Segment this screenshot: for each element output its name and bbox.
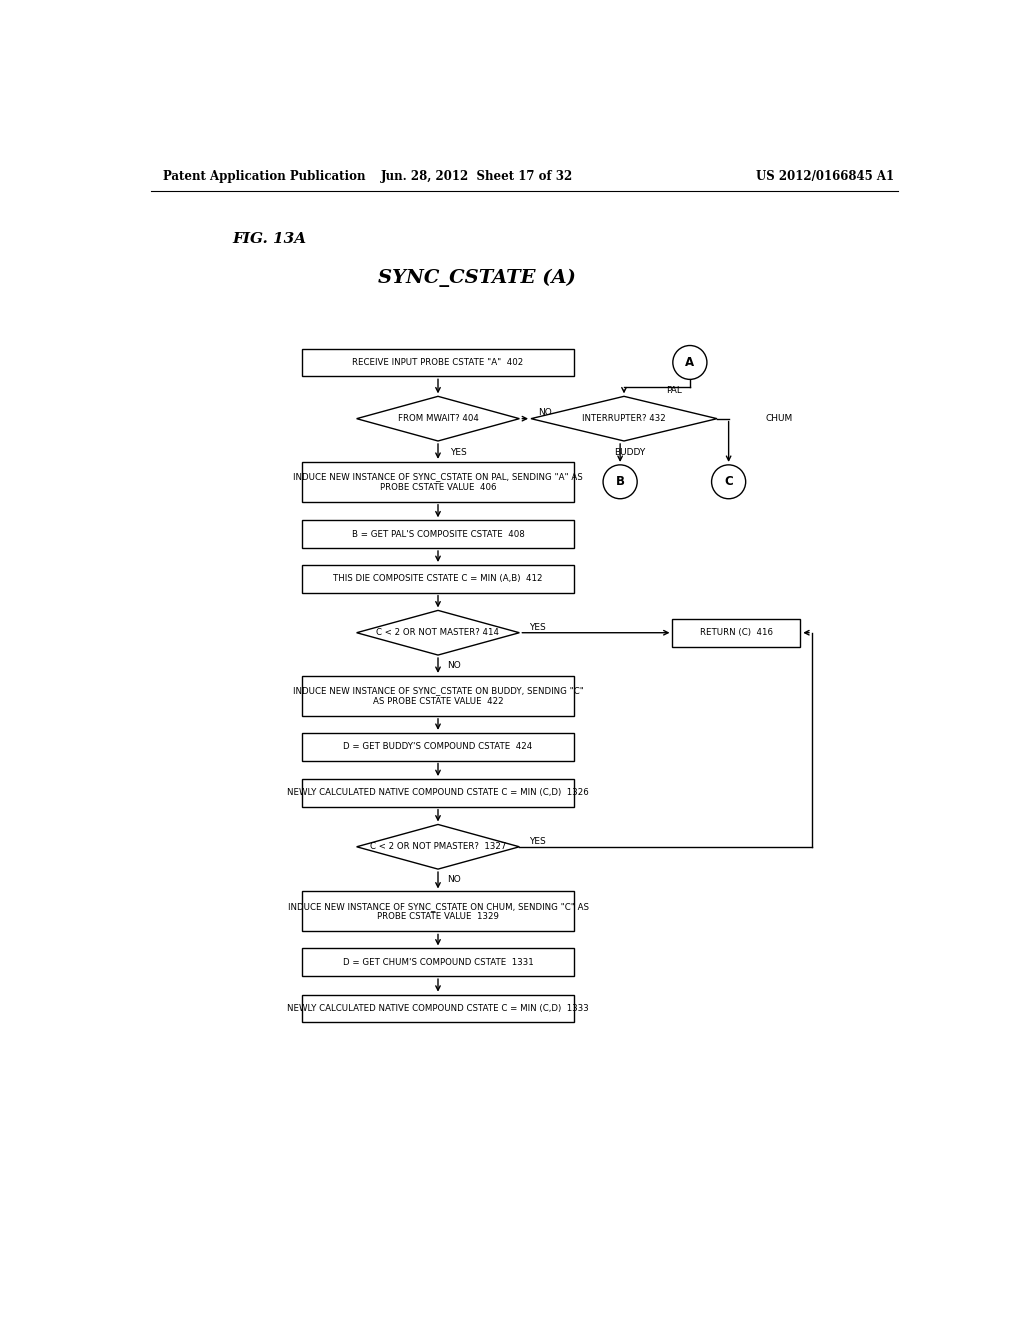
Text: C: C (724, 475, 733, 488)
Text: YES: YES (528, 623, 546, 632)
Text: NO: NO (447, 661, 461, 671)
Circle shape (603, 465, 637, 499)
Text: INDUCE NEW INSTANCE OF SYNC_CSTATE ON BUDDY, SENDING "C"
AS PROBE CSTATE VALUE  : INDUCE NEW INSTANCE OF SYNC_CSTATE ON BU… (293, 686, 584, 706)
Polygon shape (531, 396, 717, 441)
Text: INDUCE NEW INSTANCE OF SYNC_CSTATE ON CHUM, SENDING "C" AS
PROBE CSTATE VALUE  1: INDUCE NEW INSTANCE OF SYNC_CSTATE ON CH… (288, 902, 589, 921)
Polygon shape (356, 610, 519, 655)
Bar (302, 462, 573, 502)
Bar (302, 891, 573, 932)
Circle shape (673, 346, 707, 379)
Text: INTERRUPTER? 432: INTERRUPTER? 432 (582, 414, 666, 424)
Text: YES: YES (528, 837, 546, 846)
Text: Patent Application Publication: Patent Application Publication (163, 170, 366, 183)
Text: THIS DIE COMPOSITE CSTATE C = MIN (A,B)  412: THIS DIE COMPOSITE CSTATE C = MIN (A,B) … (333, 574, 543, 583)
Text: PAL: PAL (667, 387, 682, 396)
Text: NO: NO (538, 408, 552, 417)
Text: INDUCE NEW INSTANCE OF SYNC_CSTATE ON PAL, SENDING "A" AS
PROBE CSTATE VALUE  40: INDUCE NEW INSTANCE OF SYNC_CSTATE ON PA… (293, 473, 583, 491)
Bar (302, 348, 573, 376)
Text: SYNC_CSTATE (A): SYNC_CSTATE (A) (378, 269, 575, 286)
Text: NO: NO (447, 875, 461, 884)
Text: C < 2 OR NOT PMASTER?  1327: C < 2 OR NOT PMASTER? 1327 (370, 842, 506, 851)
Text: B = GET PAL'S COMPOSITE CSTATE  408: B = GET PAL'S COMPOSITE CSTATE 408 (351, 529, 524, 539)
Text: Jun. 28, 2012  Sheet 17 of 32: Jun. 28, 2012 Sheet 17 of 32 (381, 170, 572, 183)
Polygon shape (356, 396, 519, 441)
Text: D = GET CHUM'S COMPOUND CSTATE  1331: D = GET CHUM'S COMPOUND CSTATE 1331 (343, 958, 534, 966)
Text: RECEIVE INPUT PROBE CSTATE "A"  402: RECEIVE INPUT PROBE CSTATE "A" 402 (352, 358, 523, 367)
Bar (302, 949, 573, 977)
Text: D = GET BUDDY'S COMPOUND CSTATE  424: D = GET BUDDY'S COMPOUND CSTATE 424 (343, 742, 532, 751)
Bar (302, 995, 573, 1022)
Text: NEWLY CALCULATED NATIVE COMPOUND CSTATE C = MIN (C,D)  1326: NEWLY CALCULATED NATIVE COMPOUND CSTATE … (287, 788, 589, 797)
Text: CHUM: CHUM (765, 414, 793, 424)
Bar (302, 565, 573, 593)
Text: FROM MWAIT? 404: FROM MWAIT? 404 (397, 414, 478, 424)
Text: C < 2 OR NOT MASTER? 414: C < 2 OR NOT MASTER? 414 (377, 628, 500, 638)
Text: B: B (615, 475, 625, 488)
Polygon shape (356, 825, 519, 869)
Bar (673, 619, 801, 647)
Text: NEWLY CALCULATED NATIVE COMPOUND CSTATE C = MIN (C,D)  1333: NEWLY CALCULATED NATIVE COMPOUND CSTATE … (287, 1005, 589, 1012)
Text: FIG. 13A: FIG. 13A (232, 232, 307, 247)
Text: US 2012/0166845 A1: US 2012/0166845 A1 (757, 170, 895, 183)
Bar (302, 779, 573, 807)
Text: BUDDY: BUDDY (614, 447, 646, 457)
Bar (302, 733, 573, 760)
Bar (302, 676, 573, 715)
Bar (302, 520, 573, 548)
Text: A: A (685, 356, 694, 370)
Circle shape (712, 465, 745, 499)
Text: YES: YES (450, 447, 466, 457)
Text: RETURN (C)  416: RETURN (C) 416 (699, 628, 773, 638)
